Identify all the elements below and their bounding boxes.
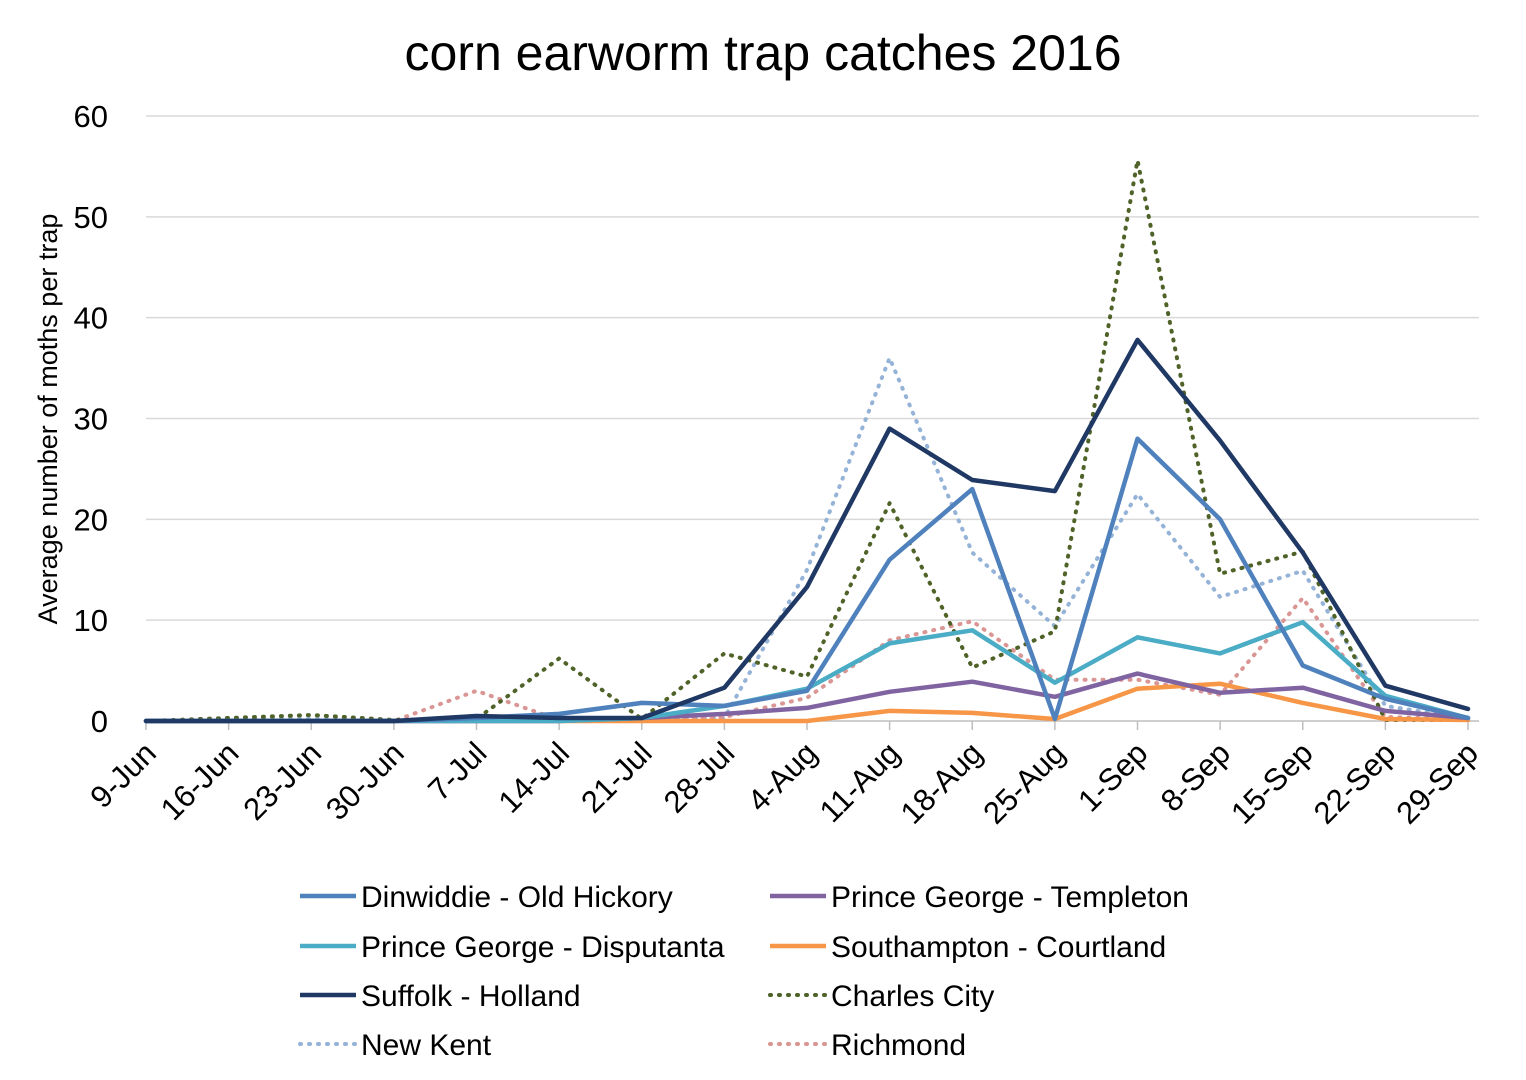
x-tick-label: 4-Aug xyxy=(741,735,824,818)
x-tick-label: 15-Sep xyxy=(1224,735,1319,830)
y-tick-label: 10 xyxy=(74,603,108,638)
legend-entry-label: Suffolk - Holland xyxy=(361,980,581,1013)
legend-entry-label: Richmond xyxy=(831,1029,966,1062)
y-tick-label: 0 xyxy=(91,704,108,739)
x-tick-label: 30-Jun xyxy=(319,735,411,827)
y-axis-label: Average number of moths per trap xyxy=(33,214,63,625)
x-tick-label: 29-Sep xyxy=(1390,735,1485,830)
x-tick-label: 14-Jul xyxy=(492,735,576,819)
legend-entry-label: Dinwiddie - Old Hickory xyxy=(361,881,673,914)
y-tick-label: 20 xyxy=(74,502,108,537)
y-tick-label: 40 xyxy=(74,301,108,336)
y-axis-ticks: 0 10 20 30 40 50 60 xyxy=(74,99,108,739)
legend-entry-label: New Kent xyxy=(361,1029,492,1062)
x-tick-label: 11-Aug xyxy=(813,735,907,829)
x-tick-label: 1-Sep xyxy=(1071,735,1154,818)
x-tick-label: 28-Jul xyxy=(657,735,741,819)
chart-title: corn earworm trap catches 2016 xyxy=(404,25,1121,81)
x-tick-label: 25-Aug xyxy=(976,735,1071,830)
x-tick-label: 7-Jul xyxy=(421,735,493,807)
y-tick-label: 30 xyxy=(74,402,108,437)
y-tick-label: 60 xyxy=(74,99,108,134)
legend-entry-label: Southampton - Courtland xyxy=(831,931,1166,964)
series-line-richmond xyxy=(144,596,1470,723)
y-tick-label: 50 xyxy=(74,200,108,235)
series-line-new-kent xyxy=(144,356,1470,723)
x-tick-label: 18-Aug xyxy=(894,735,989,830)
x-tick-label: 16-Jun xyxy=(154,735,246,827)
legend-entry-label: Prince George - Disputanta xyxy=(361,931,725,964)
legend-entry-label: Prince George - Templeton xyxy=(831,881,1189,914)
x-tick-label: 21-Jul xyxy=(574,735,658,819)
gridlines xyxy=(146,115,1479,621)
legend-entry-label: Charles City xyxy=(831,980,994,1013)
x-tick-label: 23-Jun xyxy=(236,735,328,827)
series-lines xyxy=(143,158,1471,724)
x-tick-label: 9-Jun xyxy=(83,735,163,815)
legend: Dinwiddie - Old Hickory Prince George - T… xyxy=(298,881,1189,1062)
x-tick-label: 22-Sep xyxy=(1307,735,1402,830)
series-line-suffolk-holland xyxy=(143,337,1471,724)
